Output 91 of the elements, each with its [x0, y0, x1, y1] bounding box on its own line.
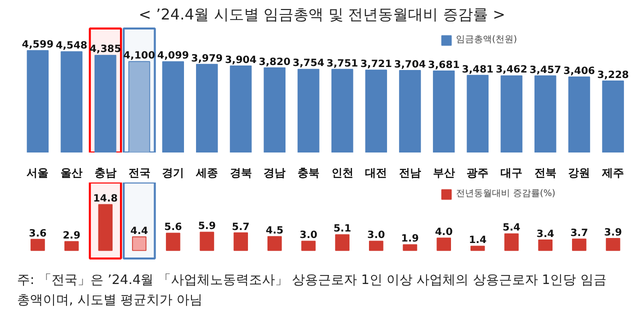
- data-label: 3,406: [563, 66, 596, 77]
- bar: [298, 68, 320, 152]
- x-tick-label: 대전: [365, 166, 388, 180]
- data-label: 3.0: [367, 230, 386, 242]
- data-label: 1.9: [401, 234, 419, 245]
- x-tick-label: 부산: [432, 166, 455, 180]
- x-tick-label: 제주: [601, 166, 624, 180]
- data-label: 4.4: [130, 226, 148, 237]
- data-label: 3,979: [191, 53, 223, 64]
- x-tick-label: 광주: [466, 166, 489, 180]
- data-label: 5.4: [502, 222, 520, 234]
- bar: [602, 80, 624, 152]
- data-label: 3.0: [300, 230, 318, 242]
- bar: [436, 238, 451, 251]
- x-tick-label: 울산: [60, 166, 83, 180]
- data-label: 3,228: [597, 70, 629, 81]
- x-tick-label: 충북: [297, 166, 320, 180]
- bar: [399, 70, 421, 152]
- bar: [335, 234, 350, 251]
- data-label: 1.4: [468, 235, 487, 246]
- data-label: 4,599: [22, 40, 54, 50]
- bar: [98, 204, 113, 251]
- bar: [432, 70, 455, 152]
- bar: [166, 232, 180, 251]
- bar: [538, 240, 553, 251]
- data-label: 3,751: [326, 58, 358, 70]
- x-tick-label: 전국: [128, 166, 150, 180]
- text: 주: 「전국」은 ’24.4월 「사업체노동력조사」 상용근로자 1인 이상 사업체의 상용근로자 1인당 임금총액이며, 시도별 평균치가 아님: [17, 272, 608, 310]
- bar: [64, 241, 79, 251]
- data-label: 3,721: [360, 58, 392, 70]
- bar: [264, 67, 286, 152]
- data-label: 3.6: [28, 228, 47, 240]
- data-label: 4,099: [157, 50, 189, 62]
- x-tick-label: 강원: [568, 166, 590, 180]
- data-label: 3,462: [496, 64, 528, 76]
- bar: [267, 236, 282, 251]
- bar: [196, 64, 218, 152]
- bar: [504, 233, 519, 251]
- legend-label: 전년동월대비 증감률(%): [456, 188, 556, 200]
- bar: [368, 240, 384, 251]
- data-label: 5.1: [333, 224, 352, 235]
- data-label: 5.6: [164, 222, 182, 234]
- data-label: 3,754: [292, 58, 324, 70]
- bar: [568, 76, 590, 152]
- bar: [234, 232, 248, 251]
- x-tick-label: 인천: [331, 166, 354, 180]
- data-label: 3,704: [394, 59, 426, 70]
- bar: [162, 61, 184, 152]
- bar: [572, 238, 586, 251]
- bar: [331, 68, 354, 152]
- bar: [402, 244, 418, 251]
- data-label: 3,457: [530, 64, 562, 76]
- x-tick-label: 충남: [94, 166, 116, 180]
- bar: [466, 74, 489, 152]
- data-label: 3,481: [462, 64, 494, 76]
- bar: [128, 61, 150, 152]
- bar: [606, 238, 620, 251]
- x-tick-label: 전북: [534, 166, 556, 180]
- x-tick-label: 전남: [398, 166, 421, 180]
- x-tick-label: 대구: [500, 166, 523, 180]
- bar: [132, 236, 146, 251]
- data-label: 3.4: [536, 228, 554, 240]
- legend-label: 임금총액(천원): [456, 34, 518, 46]
- bar: [200, 232, 214, 251]
- x-tick-label: 서울: [26, 166, 49, 180]
- bar: [30, 238, 45, 251]
- x-tick-label: 경기: [162, 166, 184, 180]
- bar: [534, 75, 556, 152]
- bar: [470, 246, 485, 251]
- data-label: 3.9: [604, 227, 622, 238]
- x-tick-label: 세종: [194, 166, 218, 180]
- x-tick-label: 경남: [264, 166, 286, 180]
- bar: [365, 70, 388, 152]
- data-label: 3,904: [224, 54, 257, 66]
- data-label: 4.5: [266, 226, 284, 237]
- bar: [26, 50, 49, 152]
- bar: [230, 66, 252, 152]
- bar: [60, 51, 82, 152]
- data-label: 4.0: [434, 227, 453, 238]
- data-label: 4,548: [56, 40, 88, 52]
- data-label: 5.7: [232, 222, 250, 233]
- data-label: 3.7: [570, 228, 588, 239]
- data-label: 14.8: [93, 194, 118, 204]
- data-label: 2.9: [62, 230, 80, 242]
- data-label: 5.9: [198, 221, 216, 232]
- bar: [500, 75, 522, 152]
- data-label: 3,681: [428, 60, 460, 71]
- bar: [301, 240, 316, 251]
- x-tick-label: 경북: [230, 166, 252, 180]
- chart-title: < ’24.4월 시도별 임금총액 및 전년동월대비 증감률 >: [138, 6, 506, 24]
- data-label: 3,820: [258, 56, 290, 68]
